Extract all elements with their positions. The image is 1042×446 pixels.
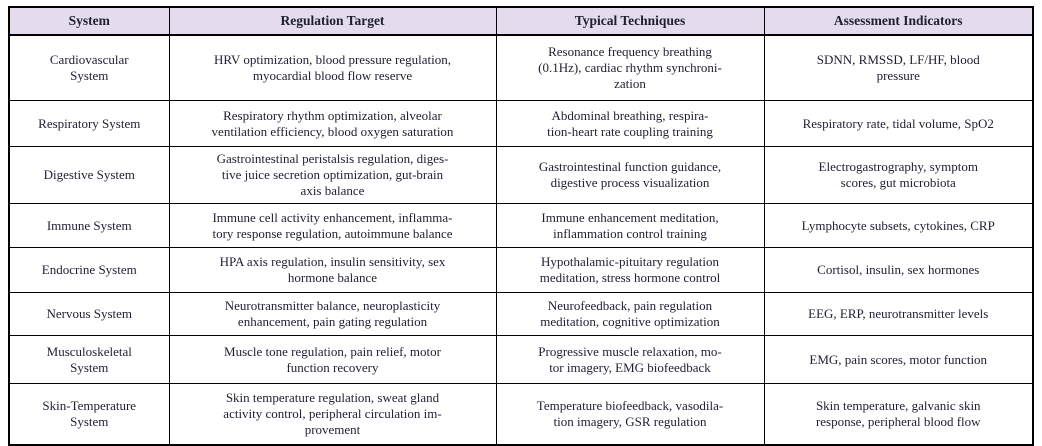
cell-system: Digestive System [8, 146, 170, 204]
table-row-nervous: Nervous System Neurotransmitter balance,… [8, 292, 1034, 336]
cell-system: Respiratory System [8, 100, 170, 147]
cell-regulation-target: Muscle tone regulation, pain relief, mot… [168, 335, 497, 384]
cell-regulation-target: Gastrointestinal peristalsis regulation,… [168, 146, 497, 204]
cell-assessment-indicators: SDNN, RMSSD, LF/HF, blood pressure [763, 34, 1034, 101]
cell-assessment-indicators: Respiratory rate, tidal volume, SpO2 [763, 100, 1034, 147]
table-row-skin-temperature: Skin-Temperature System Skin temperature… [8, 383, 1034, 446]
cell-assessment-indicators: Skin temperature, galvanic skin response… [763, 383, 1034, 446]
cell-regulation-target: HRV optimization, blood pressure regulat… [168, 34, 497, 101]
column-header-regulation-target: Regulation Target [168, 6, 497, 36]
table-row-digestive: Digestive System Gastrointestinal perist… [8, 146, 1034, 204]
cell-typical-techniques: Abdominal breathing, respira- tion-heart… [495, 100, 765, 147]
cell-regulation-target: Skin temperature regulation, sweat gland… [168, 383, 497, 446]
cell-system: Skin-Temperature System [8, 383, 170, 446]
column-header-system: System [8, 6, 170, 36]
cell-assessment-indicators: Cortisol, insulin, sex hormones [763, 247, 1034, 293]
cell-typical-techniques: Progressive muscle relaxation, mo- tor i… [495, 335, 765, 384]
table-row-endocrine: Endocrine System HPA axis regulation, in… [8, 247, 1034, 293]
table-header-row: System Regulation Target Typical Techniq… [8, 6, 1034, 36]
cell-system: Cardiovascular System [8, 34, 170, 101]
table-row-respiratory: Respiratory System Respiratory rhythm op… [8, 100, 1034, 147]
table-row-immune: Immune System Immune cell activity enhan… [8, 203, 1034, 248]
systems-table-container: System Regulation Target Typical Techniq… [8, 6, 1034, 446]
cell-assessment-indicators: Electrogastrography, symptom scores, gut… [763, 146, 1034, 204]
table-row-cardiovascular: Cardiovascular System HRV optimization, … [8, 34, 1034, 101]
cell-regulation-target: HPA axis regulation, insulin sensitivity… [168, 247, 497, 293]
cell-regulation-target: Immune cell activity enhancement, inflam… [168, 203, 497, 248]
table-row-musculoskeletal: Musculoskeletal System Muscle tone regul… [8, 335, 1034, 384]
column-header-assessment-indicators: Assessment Indicators [763, 6, 1034, 36]
cell-system: Musculoskeletal System [8, 335, 170, 384]
systems-table: System Regulation Target Typical Techniq… [8, 6, 1034, 446]
cell-assessment-indicators: EEG, ERP, neurotransmitter levels [763, 292, 1034, 336]
cell-typical-techniques: Immune enhancement meditation, inflammat… [495, 203, 765, 248]
cell-typical-techniques: Hypothalamic-pituitary regulation medita… [495, 247, 765, 293]
cell-typical-techniques: Neurofeedback, pain regulation meditatio… [495, 292, 765, 336]
cell-regulation-target: Neurotransmitter balance, neuroplasticit… [168, 292, 497, 336]
cell-assessment-indicators: EMG, pain scores, motor function [763, 335, 1034, 384]
cell-typical-techniques: Gastrointestinal function guidance, dige… [495, 146, 765, 204]
cell-system: Immune System [8, 203, 170, 248]
cell-regulation-target: Respiratory rhythm optimization, alveola… [168, 100, 497, 147]
cell-system: Nervous System [8, 292, 170, 336]
cell-system: Endocrine System [8, 247, 170, 293]
cell-typical-techniques: Temperature biofeedback, vasodila- tion … [495, 383, 765, 446]
column-header-typical-techniques: Typical Techniques [495, 6, 765, 36]
cell-assessment-indicators: Lymphocyte subsets, cytokines, CRP [763, 203, 1034, 248]
cell-typical-techniques: Resonance frequency breathing (0.1Hz), c… [495, 34, 765, 101]
